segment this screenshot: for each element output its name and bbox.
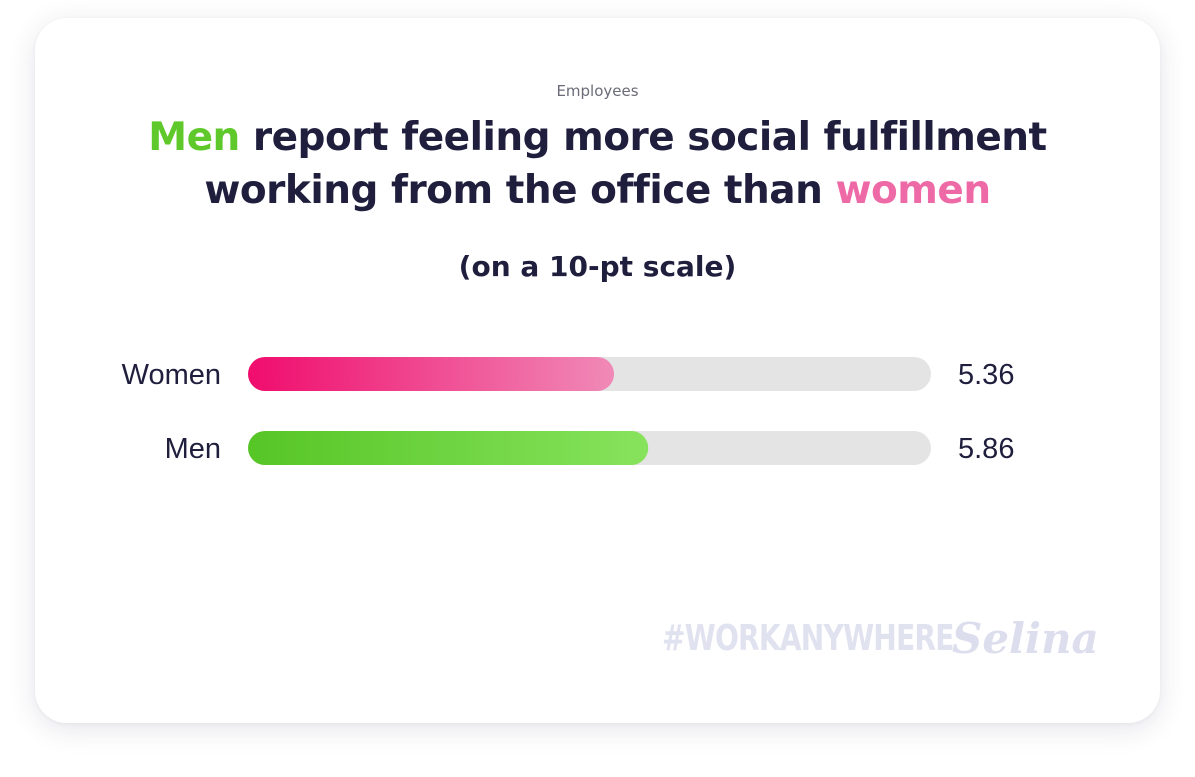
category-label-men: Men (165, 433, 221, 465)
value-label-men: 5.86 (958, 433, 1014, 465)
bar-men (248, 431, 649, 465)
chart-subtitle: (on a 10-pt scale) (458, 250, 737, 283)
hashtag-watermark: #WORKANYWHERE (662, 618, 954, 659)
selina-logo: Selina (952, 614, 1099, 663)
value-label-women: 5.36 (958, 359, 1014, 391)
bar-women (248, 357, 615, 391)
eyebrow-label: Employees (556, 82, 639, 100)
title-line-2: working from the office than women (0, 164, 1195, 217)
title-line-1: Men report feeling more social fulfillme… (0, 111, 1195, 164)
chart-title: Men report feeling more social fulfillme… (0, 111, 1195, 217)
title-women-word: women (835, 168, 991, 213)
title-men-word: Men (148, 115, 240, 160)
title-line-2-text: working from the office than (204, 168, 836, 213)
category-label-women: Women (122, 359, 221, 391)
title-line-1-text: report feeling more social fulfillment (239, 115, 1047, 160)
